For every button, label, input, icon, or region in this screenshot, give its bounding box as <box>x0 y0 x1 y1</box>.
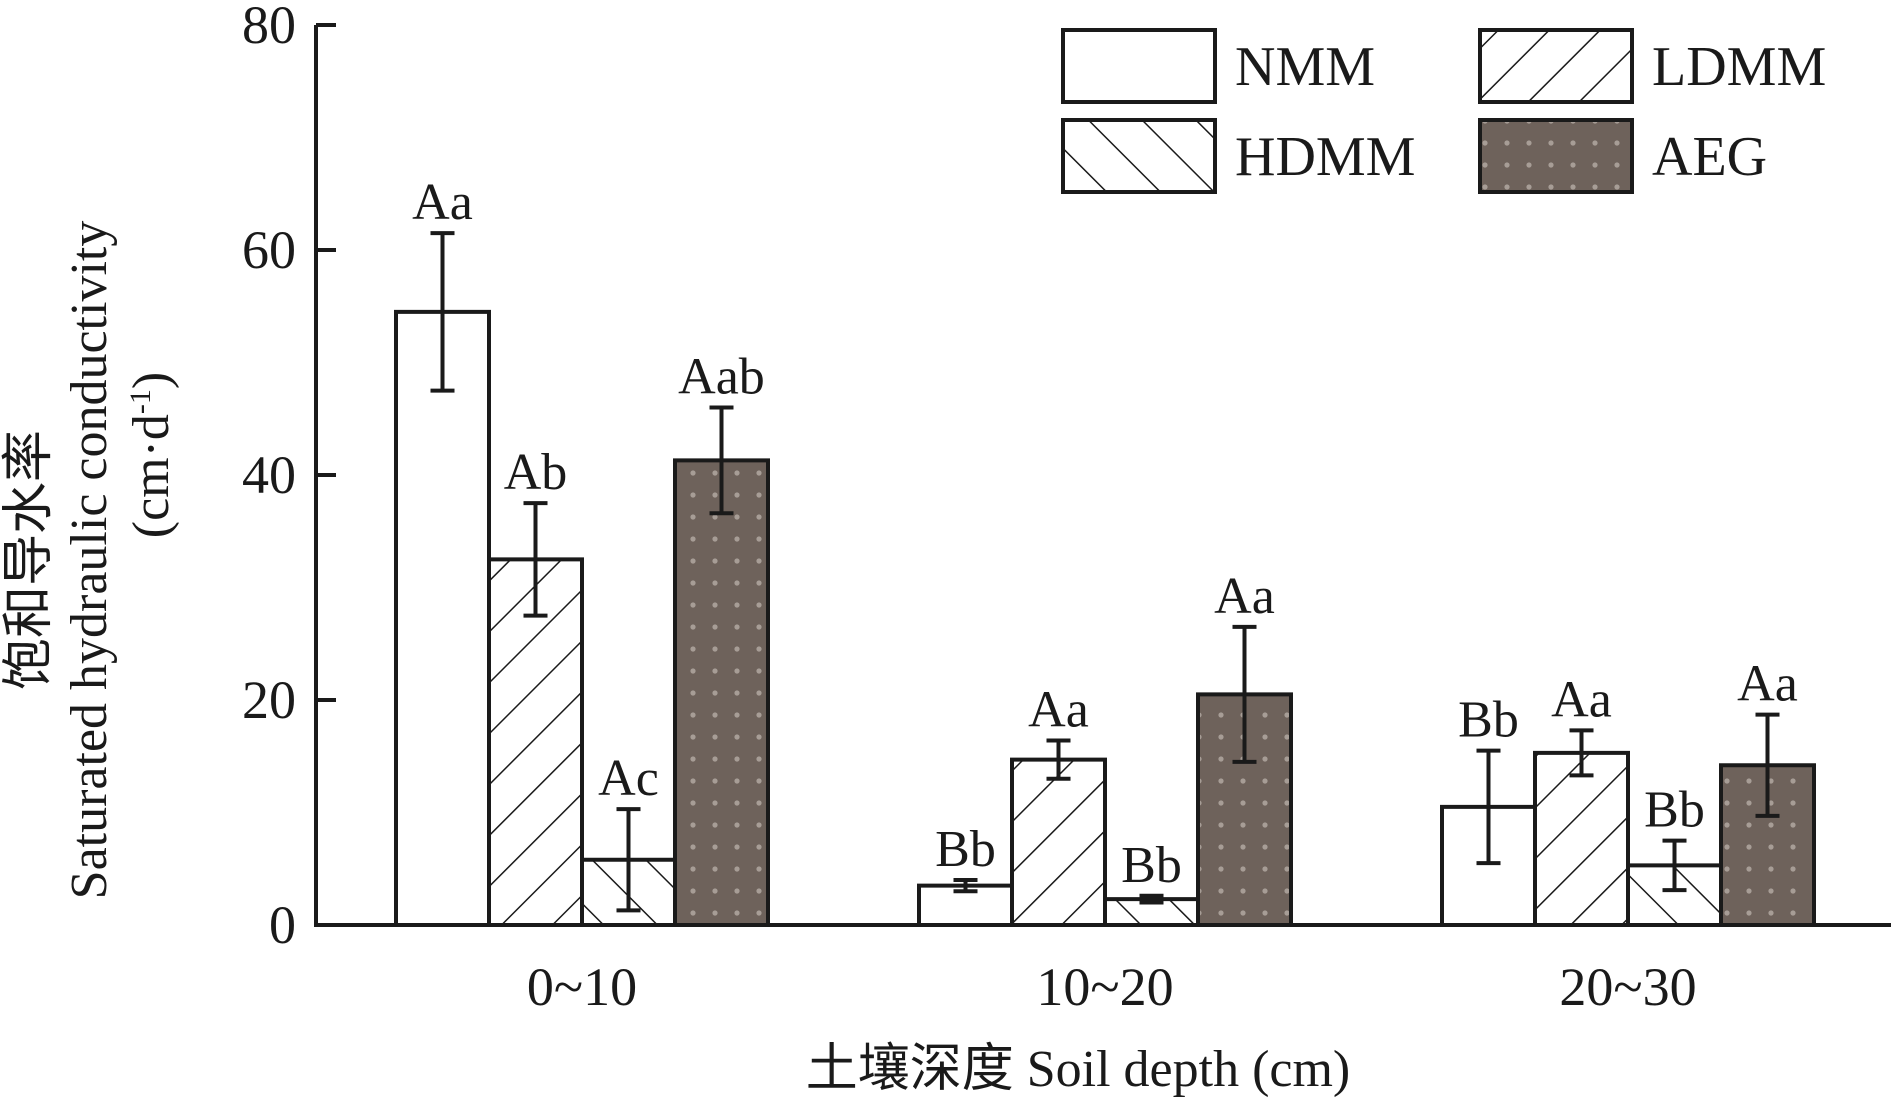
y-axis-title: 饱和导水率 Saturated hydraulic conductivity (… <box>1 221 180 900</box>
y-axis-title-en: Saturated hydraulic conductivity <box>61 221 118 900</box>
bar <box>487 557 584 927</box>
significance-label: Bb <box>935 821 996 878</box>
y-axis-unit: (cm·d-1) <box>123 372 180 539</box>
x-tick-label: 10~20 <box>1036 957 1173 1017</box>
significance-labels: Aa Ab Ac Aab Bb Aa Bb Aa Bb Aa Bb Aa <box>412 174 1798 894</box>
legend-label: NMM <box>1235 36 1375 98</box>
y-tick-label: 0 <box>269 895 296 955</box>
significance-label: Ac <box>598 750 659 807</box>
legend-swatch <box>1061 28 1217 104</box>
bar <box>673 458 770 927</box>
legend-label: HDMM <box>1235 126 1415 188</box>
significance-label: Aa <box>1737 656 1798 713</box>
significance-label: Aa <box>412 174 473 231</box>
x-axis-title: 土壤深度 Soil depth (cm) <box>806 1041 1351 1098</box>
legend-swatch <box>1478 28 1634 104</box>
significance-label: Aa <box>1028 682 1089 739</box>
bar <box>1010 757 1107 927</box>
significance-label: Bb <box>1121 837 1182 894</box>
x-tick-label: 20~30 <box>1559 957 1696 1017</box>
legend-label: AEG <box>1652 126 1767 188</box>
legend-swatch <box>1478 118 1634 194</box>
significance-label: Ab <box>504 444 568 501</box>
significance-label: Aa <box>1214 568 1275 625</box>
y-tick-label: 20 <box>242 670 296 730</box>
bars <box>394 309 1816 927</box>
x-tick-label: 0~10 <box>527 957 637 1017</box>
significance-label: Bb <box>1644 782 1705 839</box>
x-ticks: 0~10 10~20 20~30 <box>527 957 1697 1017</box>
bar <box>394 309 491 927</box>
legend: NMM LDMM HDMM AEG <box>1061 28 1826 194</box>
significance-label: Bb <box>1458 692 1519 749</box>
y-tick-label: 60 <box>242 220 296 280</box>
y-tick-label: 40 <box>242 445 296 505</box>
error-bars <box>430 231 1780 913</box>
bar <box>1533 750 1630 927</box>
y-tick-label: 80 <box>242 0 296 55</box>
legend-label: LDMM <box>1652 36 1826 98</box>
y-axis-title-cn: 饱和导水率 <box>1 430 58 690</box>
legend-swatch <box>1061 118 1217 194</box>
bar <box>1719 763 1816 927</box>
significance-label: Aa <box>1551 671 1612 728</box>
significance-label: Aab <box>678 349 765 406</box>
y-ticks: 0 20 40 60 80 <box>242 0 336 955</box>
